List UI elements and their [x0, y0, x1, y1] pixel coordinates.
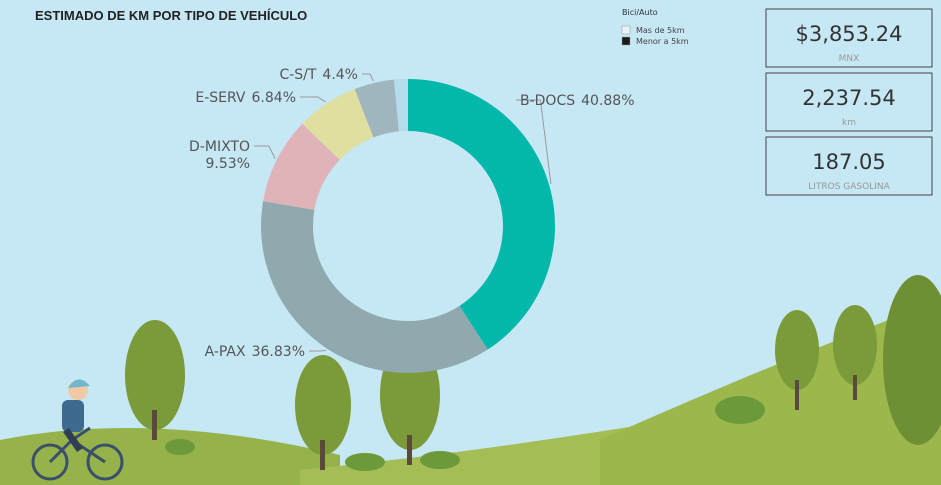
- kpi-cards: $3,853.24 MNX 2,237.54 km 187.05 LITROS GASOL…: [765, 8, 933, 196]
- data-label-category: E-SERV: [195, 90, 246, 106]
- data-label: D-MIXTO 9.53%: [189, 139, 250, 172]
- data-label-value: 40.88%: [581, 93, 634, 109]
- data-label-value: 4.4%: [322, 67, 358, 83]
- leader-line: [254, 145, 276, 159]
- legend-title: Bici/Auto: [622, 8, 658, 17]
- leader-line: [362, 73, 374, 82]
- leader-line: [300, 96, 326, 103]
- data-label: E-SERV 6.84%: [195, 90, 296, 106]
- leader-line: [516, 99, 552, 184]
- donut-slice: [393, 79, 408, 132]
- kpi-value: 187.05: [812, 150, 885, 174]
- data-label: A-PAX 36.83%: [205, 344, 305, 360]
- kpi-card: [765, 72, 933, 132]
- leader-line: [309, 349, 326, 352]
- data-label-category: C-S/T: [279, 67, 316, 83]
- legend-swatch: [621, 25, 631, 35]
- donut-slice: [302, 89, 374, 160]
- data-label-value: 9.53%: [206, 156, 250, 172]
- kpi-card: [765, 136, 933, 196]
- kpi-label: MNX: [839, 54, 860, 64]
- data-label: B-DOCS 40.88%: [520, 93, 635, 109]
- data-label: C-S/T 4.4%: [279, 67, 358, 83]
- donut-slice: [354, 79, 399, 138]
- data-label-value: 6.84%: [252, 90, 296, 106]
- donut-slice: [408, 79, 555, 350]
- data-label-value: 36.83%: [252, 344, 305, 360]
- data-label-category: A-PAX: [205, 344, 246, 360]
- kpi-label: km: [842, 118, 856, 128]
- kpi-label: LITROS GASOLINA: [808, 182, 890, 192]
- kpi-value: $3,853.24: [796, 22, 903, 46]
- donut-slice: [260, 201, 488, 373]
- legend-label: Menor a 5km: [636, 37, 689, 46]
- kpi-card: [765, 8, 933, 68]
- donut-slice: [263, 123, 340, 210]
- legend-label: Mas de 5km: [636, 26, 685, 35]
- data-label-category: D-MIXTO: [189, 139, 250, 155]
- kpi-value: 2,237.54: [802, 86, 896, 110]
- legend-swatch: [621, 36, 631, 46]
- chart-title: ESTIMADO DE KM POR TIPO DE VEHÍCULO: [35, 8, 307, 23]
- donut-chart: B-DOCS 40.88% A-PAX 36.83% D-MIXTO 9.53% E-SER…: [189, 67, 635, 373]
- legend: Bici/Auto Mas de 5km Menor a 5km: [621, 8, 689, 46]
- data-label-category: B-DOCS: [520, 93, 575, 109]
